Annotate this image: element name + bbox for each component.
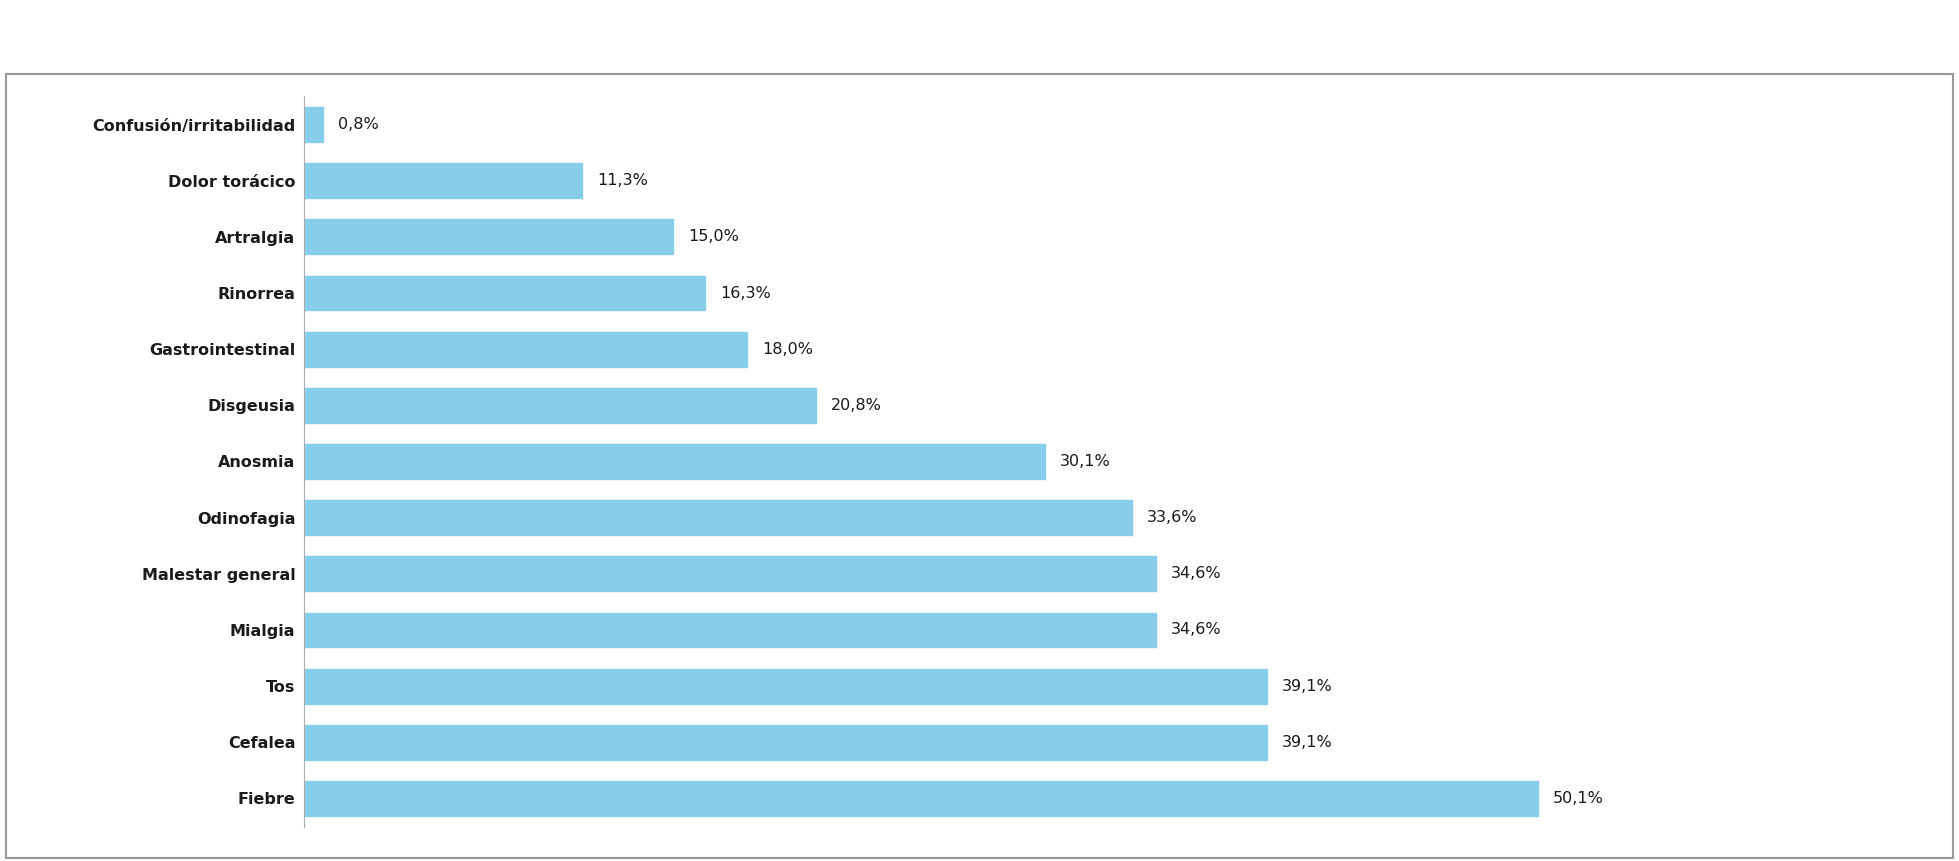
- Text: 30,1%: 30,1%: [1060, 454, 1111, 469]
- Bar: [304, 725, 1267, 759]
- Text: 34,6%: 34,6%: [1171, 623, 1222, 637]
- Bar: [304, 220, 674, 254]
- Text: 0,8%: 0,8%: [339, 117, 378, 132]
- Bar: [304, 612, 1156, 647]
- Text: Frecuencia de síntomas de infección por SARS-CoV-2 en pacientes con lupus eritem: Frecuencia de síntomas de infección por …: [127, 25, 1111, 46]
- Text: 34,6%: 34,6%: [1171, 567, 1222, 581]
- Text: 39,1%: 39,1%: [1281, 678, 1332, 694]
- Text: 39,1%: 39,1%: [1281, 734, 1332, 750]
- Bar: [304, 781, 1538, 816]
- Bar: [304, 669, 1267, 703]
- Bar: [304, 331, 746, 367]
- Text: 33,6%: 33,6%: [1146, 511, 1197, 525]
- Bar: [304, 556, 1156, 592]
- Text: 20,8%: 20,8%: [831, 398, 882, 412]
- Bar: [304, 164, 582, 198]
- Text: 18,0%: 18,0%: [762, 342, 813, 356]
- Text: 50,1%: 50,1%: [1553, 791, 1604, 806]
- Text: Figura 2:: Figura 2:: [25, 26, 123, 45]
- Text: 15,0%: 15,0%: [688, 229, 739, 245]
- Bar: [304, 444, 1046, 479]
- Text: 16,3%: 16,3%: [721, 286, 772, 300]
- Text: 11,3%: 11,3%: [597, 173, 648, 189]
- Bar: [304, 500, 1132, 535]
- Bar: [304, 388, 817, 423]
- Bar: [304, 276, 705, 311]
- Bar: [304, 107, 323, 142]
